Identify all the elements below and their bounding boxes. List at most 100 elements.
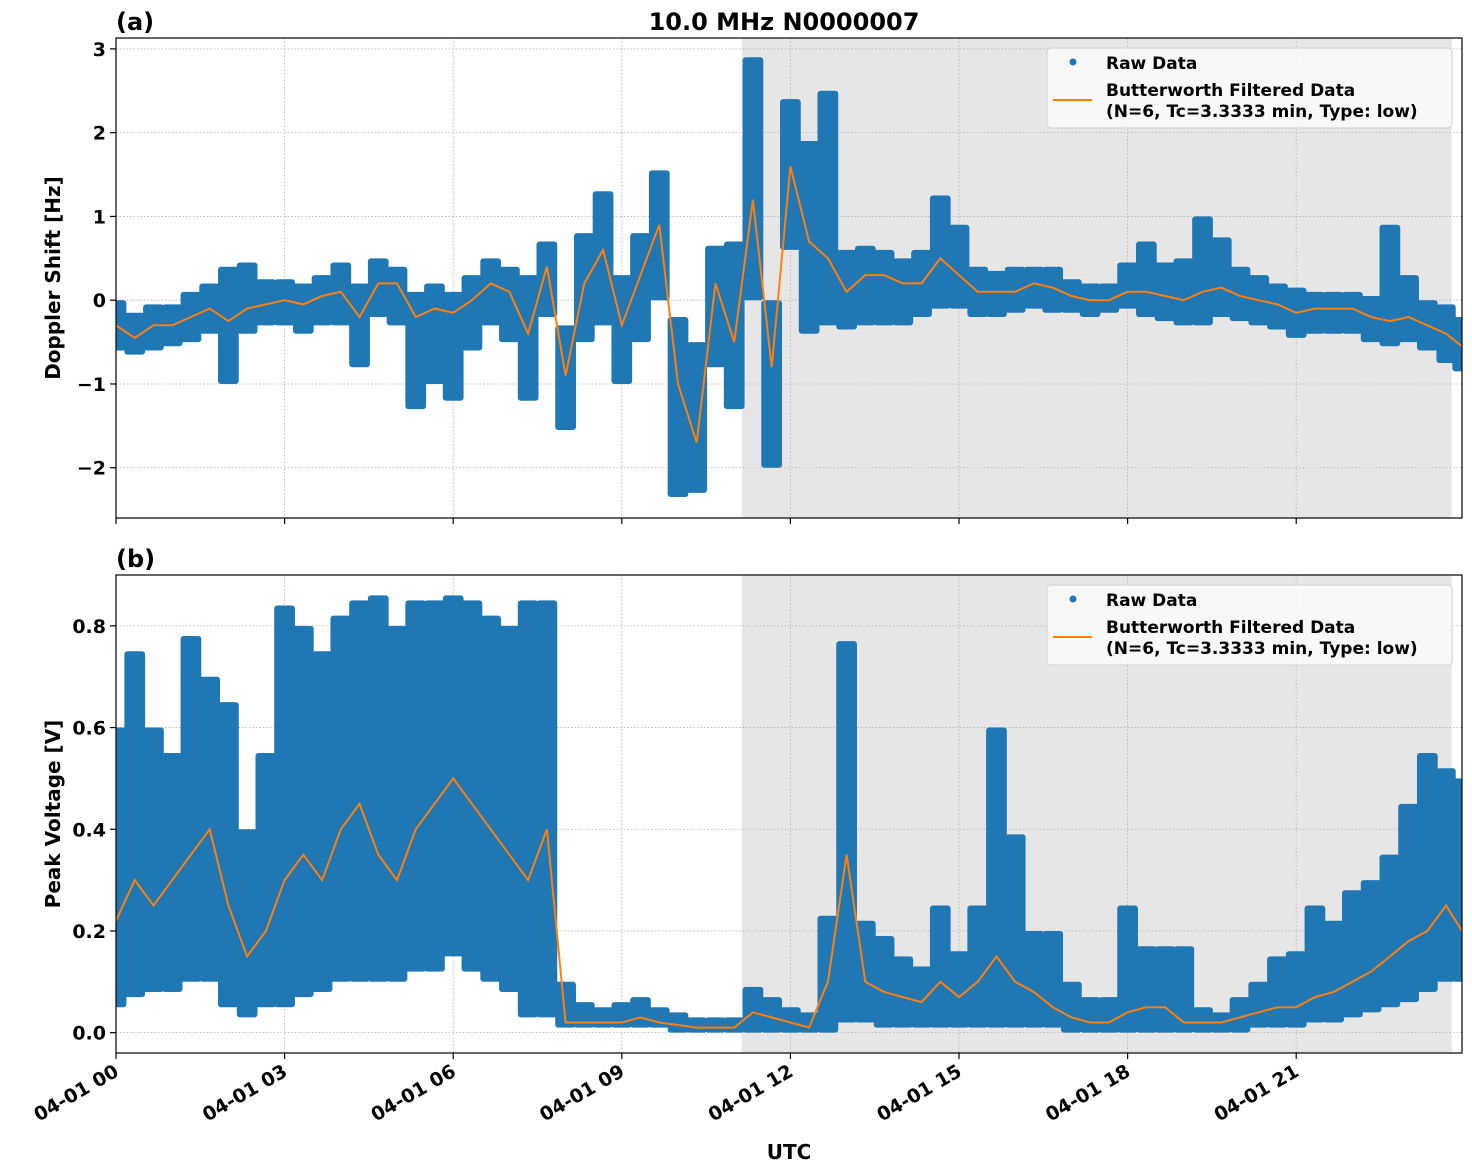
raw-data-point: [1192, 1007, 1213, 1033]
raw-data-point: [1323, 920, 1345, 1023]
legend: Raw Data Butterworth Filtered Data(N=6, T…: [1046, 584, 1453, 666]
raw-data-point: [1117, 262, 1138, 309]
raw-data-point: [1173, 946, 1195, 1033]
raw-data-point: [424, 600, 445, 972]
raw-data-point: [1285, 951, 1307, 1028]
raw-data-point: [1398, 803, 1419, 1003]
x-tick-label: 04-01 12: [705, 1060, 797, 1126]
legend-filtered-params: (N=6, Tc=3.3333 min, Type: low): [1106, 102, 1418, 122]
raw-data-point: [218, 266, 239, 384]
raw-data-point: [1304, 905, 1326, 1023]
x-tick-label: 04-01 03: [199, 1060, 291, 1126]
raw-data-point: [292, 625, 314, 998]
legend: Raw Data Butterworth Filtered Data(N=6, T…: [1046, 47, 1453, 129]
raw-data-point: [723, 241, 745, 410]
raw-data-point: [798, 1012, 820, 1033]
raw-data-point: [686, 1017, 708, 1033]
y-tick-label: 1: [93, 206, 106, 228]
raw-data-point: [180, 636, 202, 982]
y-tick-label: 0: [93, 290, 106, 312]
raw-data-point: [143, 727, 164, 992]
legend-filtered-label: Butterworth Filtered Data: [1106, 81, 1355, 101]
raw-data-point: [817, 90, 839, 326]
chart-title: 10.0 MHz N0000007: [649, 8, 920, 36]
raw-data-point: [386, 266, 408, 326]
y-tick-label: 0.2: [72, 921, 106, 943]
raw-data-point: [367, 595, 389, 982]
panel-label: (a): [116, 8, 154, 36]
raw-data-point: [536, 600, 558, 1018]
raw-data-point: [1135, 946, 1157, 1033]
raw-data-point: [705, 245, 726, 368]
y-axis-label: Doppler Shift [Hz]: [41, 176, 65, 380]
raw-data-point: [1098, 283, 1120, 313]
raw-data-point: [1023, 266, 1045, 309]
raw-data-point: [143, 304, 164, 351]
raw-data-point: [255, 752, 277, 1008]
legend-filtered-params: (N=6, Tc=3.3333 min, Type: low): [1106, 639, 1418, 659]
raw-data-point: [648, 1007, 670, 1028]
raw-data-point: [499, 625, 520, 992]
raw-data-point: [1267, 956, 1288, 1028]
raw-data-point: [1154, 946, 1176, 1033]
raw-data-point: [873, 936, 895, 1028]
raw-data-point: [611, 275, 633, 384]
raw-data-point: [255, 279, 277, 326]
y-tick-label: 0.4: [72, 819, 106, 841]
raw-data-point: [1248, 981, 1270, 1028]
raw-data-point: [948, 951, 970, 1028]
raw-data-point: [424, 283, 445, 384]
raw-data-point: [442, 595, 464, 957]
raw-data-point: [1342, 890, 1363, 1018]
raw-data-point: [836, 641, 857, 1023]
legend-box: [1046, 47, 1453, 129]
raw-data-point: [1079, 997, 1101, 1033]
raw-data-point: [611, 1002, 633, 1028]
raw-data-point: [1436, 768, 1456, 982]
raw-data-point: [292, 283, 314, 334]
panel-a: −2 −1 0 1 2 3 (a) Doppler Shift [Hz] Raw Data But…: [41, 8, 1463, 524]
raw-data-point: [1379, 854, 1401, 1008]
raw-data-point: [499, 266, 520, 343]
raw-data-point: [330, 615, 352, 982]
axes-frame: [115, 574, 1463, 1054]
raw-data-point: [1117, 905, 1138, 1033]
raw-data-point: [1004, 834, 1026, 1028]
raw-data-point: [742, 986, 764, 1033]
raw-data-point: [798, 141, 820, 334]
filtered-data-line: [116, 776, 1462, 1029]
raw-data-point: [1135, 241, 1157, 317]
raw-data-point: [630, 997, 651, 1028]
raw-data-point: [367, 258, 389, 317]
raw-data-point: [1229, 997, 1251, 1033]
raw-data-point: [405, 291, 427, 410]
raw-data-point: [461, 600, 483, 972]
raw-data-point: [311, 275, 333, 326]
raw-data-point: [892, 956, 914, 1028]
y-tick-label: −2: [77, 458, 106, 480]
legend-box: [1046, 584, 1453, 666]
raw-data-point: [761, 997, 783, 1033]
y-axis-label: Peak Voltage [V]: [41, 720, 65, 909]
y-tick-label: 2: [93, 123, 106, 145]
raw-data-point: [274, 605, 295, 1008]
raw-data-point: [1023, 930, 1045, 1028]
raw-data-point: [555, 981, 576, 1028]
raw-data-point: [667, 1012, 689, 1033]
raw-data-point: [1360, 296, 1382, 343]
raw-data-point: [705, 1017, 726, 1033]
x-tick-label: 04-01 09: [536, 1060, 628, 1126]
raw-data-point: [442, 291, 464, 401]
raw-data-point: [592, 1007, 614, 1028]
raw-data-point: [573, 1002, 595, 1028]
filtered-data-line: [116, 165, 1462, 443]
raw-data-point: [967, 905, 989, 1028]
raw-data-point: [1360, 880, 1382, 1013]
raw-data-point: [948, 224, 970, 309]
raw-data-point: [667, 316, 689, 498]
raw-data-point: [1267, 283, 1288, 330]
raw-data-point: [480, 615, 502, 982]
raw-data-point: [480, 258, 502, 326]
raw-data-point: [349, 600, 370, 982]
raw-data-point: [1061, 981, 1082, 1033]
